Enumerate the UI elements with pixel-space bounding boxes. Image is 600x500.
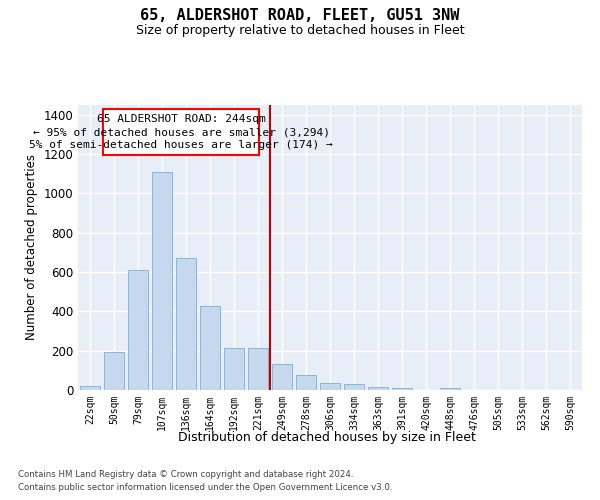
Text: Contains public sector information licensed under the Open Government Licence v3: Contains public sector information licen… — [18, 484, 392, 492]
Bar — [224, 348, 244, 390]
Bar — [368, 388, 388, 390]
Text: 5% of semi-detached houses are larger (174) →: 5% of semi-detached houses are larger (1… — [29, 140, 333, 150]
Bar — [104, 352, 124, 390]
Bar — [272, 364, 292, 390]
Bar — [248, 348, 268, 390]
Bar — [320, 383, 340, 390]
Bar — [128, 270, 148, 390]
Bar — [80, 386, 100, 390]
Text: 65 ALDERSHOT ROAD: 244sqm: 65 ALDERSHOT ROAD: 244sqm — [97, 114, 266, 124]
Text: Size of property relative to detached houses in Fleet: Size of property relative to detached ho… — [136, 24, 464, 37]
Bar — [103, 109, 259, 155]
Bar — [392, 388, 412, 390]
Bar — [296, 376, 316, 390]
Text: 65, ALDERSHOT ROAD, FLEET, GU51 3NW: 65, ALDERSHOT ROAD, FLEET, GU51 3NW — [140, 8, 460, 22]
Bar — [440, 388, 460, 390]
Text: ← 95% of detached houses are smaller (3,294): ← 95% of detached houses are smaller (3,… — [32, 127, 330, 137]
Bar — [152, 172, 172, 390]
Bar — [176, 258, 196, 390]
Text: Contains HM Land Registry data © Crown copyright and database right 2024.: Contains HM Land Registry data © Crown c… — [18, 470, 353, 479]
Text: Distribution of detached houses by size in Fleet: Distribution of detached houses by size … — [178, 431, 476, 444]
Bar — [344, 384, 364, 390]
Y-axis label: Number of detached properties: Number of detached properties — [25, 154, 38, 340]
Bar — [200, 306, 220, 390]
